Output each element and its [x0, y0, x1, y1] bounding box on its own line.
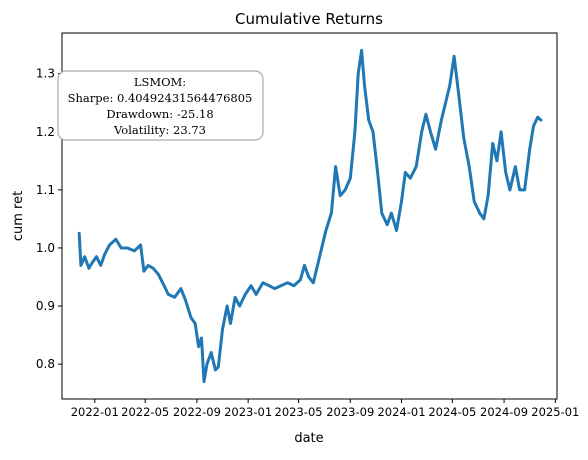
annotation-line-1: LSMOM: [134, 75, 186, 89]
x-tick-label: 2024-05 [428, 405, 476, 419]
y-tick-label: 1.1 [36, 183, 55, 197]
x-tick-label: 2022-09 [173, 405, 221, 419]
plot-frame [61, 32, 558, 400]
chart-title: Cumulative Returns [235, 10, 383, 28]
x-tick-label: 2023-01 [224, 405, 272, 419]
y-axis: 0.8 0.9 1.0 1.1 1.2 1.3 [36, 67, 62, 371]
annotation-line-4: Volatility: 23.73 [113, 123, 206, 137]
annotation-line-3: Drawdown: -25.18 [106, 107, 213, 121]
y-tick-label: 0.8 [36, 357, 55, 371]
x-tick-label: 2024-01 [377, 405, 425, 419]
y-axis-label: cum ret [11, 191, 26, 241]
y-tick-label: 0.9 [36, 299, 55, 313]
x-tick-label: 2023-09 [326, 405, 374, 419]
x-tick-label: 2023-05 [275, 405, 323, 419]
x-tick-label: 2025-01 [531, 405, 579, 419]
stats-annotation-box: LSMOM: Sharpe: 0.40492431564476805 Drawd… [57, 70, 264, 141]
x-axis-label: date [294, 431, 323, 446]
x-tick-label: 2022-01 [71, 405, 119, 419]
x-axis: 2022-01 2022-05 2022-09 2023-01 2023-05 2023-… [71, 399, 579, 419]
y-tick-label: 1.2 [36, 125, 55, 139]
x-tick-label: 2022-05 [121, 405, 169, 419]
y-tick-label: 1.0 [36, 241, 55, 255]
x-tick-label: 2024-09 [480, 405, 528, 419]
annotation-line-2: Sharpe: 0.40492431564476805 [68, 91, 253, 105]
series-line-0 [77, 48, 543, 384]
y-tick-label: 1.3 [36, 67, 55, 81]
